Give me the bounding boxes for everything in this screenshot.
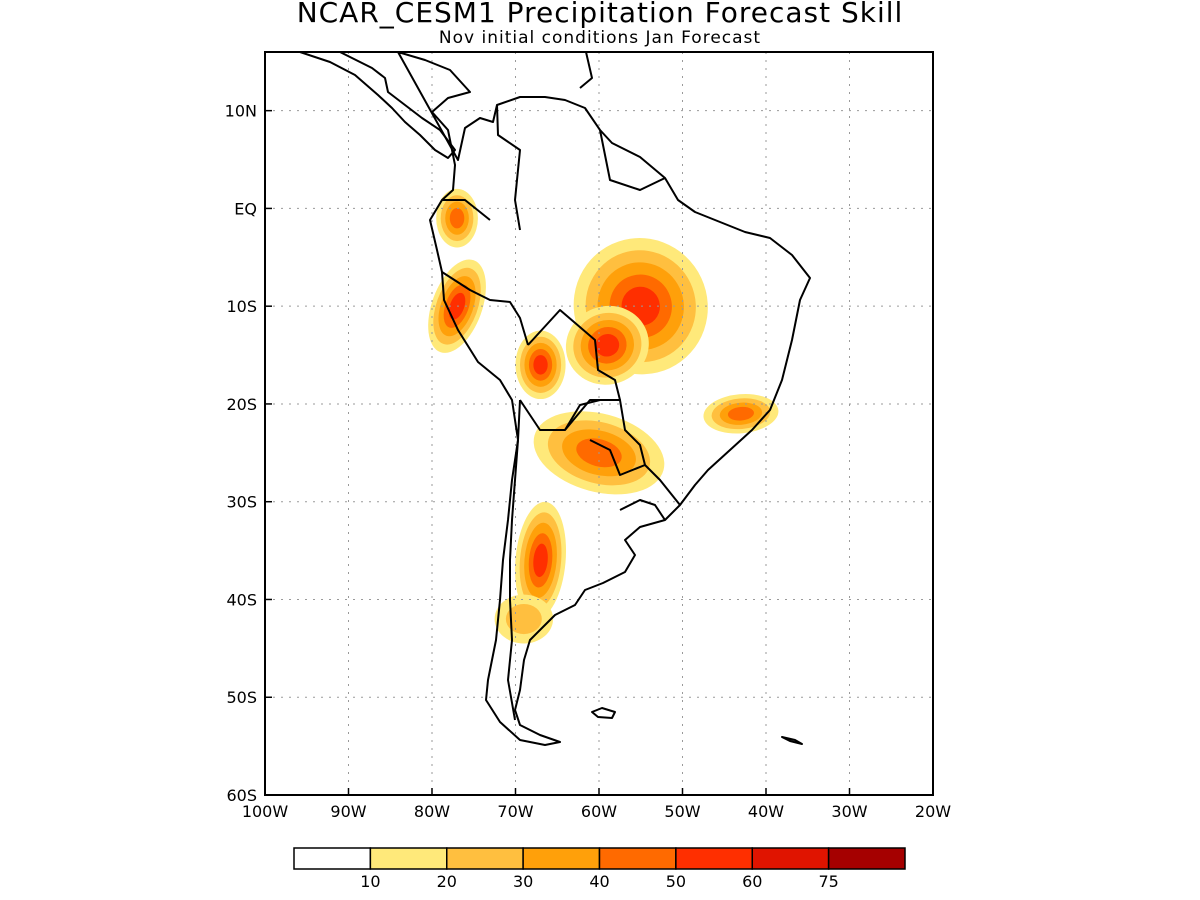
central-america-outline — [299, 52, 456, 159]
colorbar-label: 20 — [437, 872, 457, 891]
skill-contour — [595, 334, 620, 357]
border-argentina-brazil — [644, 464, 681, 506]
y-tick-label: 10S — [226, 297, 257, 316]
falkland-islands — [591, 707, 616, 719]
colorbar-swatch — [293, 847, 372, 870]
colorbar-label: 75 — [818, 872, 838, 891]
y-tick-label: 10N — [225, 102, 257, 121]
colorbar-swatch — [827, 847, 906, 870]
border-peru-brazil — [441, 271, 529, 346]
x-tick-label: 30W — [831, 802, 867, 821]
x-tick-label: 40W — [748, 802, 784, 821]
colorbar-label: 10 — [360, 872, 380, 891]
x-tick-label: 20W — [915, 802, 951, 821]
y-tick-label: 60S — [226, 786, 257, 805]
map-title: NCAR_CESM1 Precipitation Forecast Skill — [296, 0, 904, 29]
skill-contour — [505, 603, 542, 635]
colorbar-swatch — [675, 847, 753, 870]
x-tick-label: 90W — [330, 802, 366, 821]
border-colombia-ecuador — [442, 199, 491, 221]
skill-contour — [727, 406, 754, 421]
skill-contour — [533, 543, 548, 578]
colorbar-swatch — [598, 847, 677, 870]
y-tick-label: 30S — [226, 493, 257, 512]
skill-contour — [449, 207, 465, 229]
y-tick-label: 50S — [226, 688, 257, 707]
colorbar-swatch — [446, 847, 524, 870]
x-tick-label: 80W — [414, 802, 450, 821]
y-tick-label: 20S — [226, 395, 257, 414]
x-tick-label: 50W — [664, 802, 700, 821]
border-guianas — [599, 129, 666, 191]
skill-field — [428, 188, 779, 644]
axes: 100W 90W 80W 70W 60W 50W 40W 30W 20W 10N EQ 10S 20S 3… — [225, 102, 952, 821]
colorbar-label: 50 — [666, 872, 686, 891]
colorbar-swatch — [369, 847, 448, 870]
border-venezuela-colombia — [496, 104, 521, 231]
y-tick-label: 40S — [226, 590, 257, 609]
coastline — [299, 52, 811, 746]
x-tick-label: 100W — [242, 802, 289, 821]
colorbar-swatch — [751, 847, 830, 870]
x-tick-label: 60W — [581, 802, 617, 821]
skill-contour — [533, 355, 548, 375]
map-subtitle: Nov initial conditions Jan Forecast — [438, 28, 762, 48]
continent-outline — [397, 52, 811, 746]
border-uruguay — [619, 499, 666, 521]
colorbar-label: 40 — [589, 872, 609, 891]
colorbar-label: 60 — [742, 872, 762, 891]
y-tick-label: EQ — [234, 199, 257, 218]
border-paraguay — [564, 399, 646, 476]
x-tick-label: 70W — [497, 802, 533, 821]
border-argentina-chile — [507, 399, 521, 721]
colorbar-label: 30 — [513, 872, 533, 891]
south-georgia — [781, 736, 803, 745]
north-coast-islands — [579, 52, 593, 89]
colorbar-swatch — [522, 847, 601, 870]
colorbar: 10 20 30 40 50 60 75 — [293, 847, 906, 891]
